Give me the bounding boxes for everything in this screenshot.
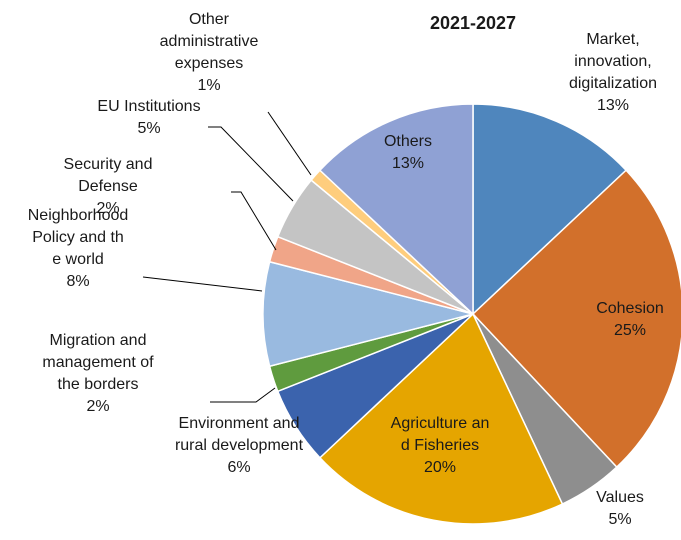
slice-label-line: Other: [189, 11, 230, 28]
slice-percent-migration-and-management-of-the-borders: 2%: [86, 398, 109, 415]
slice-label-migration-and-management-of-the-borders: Migration and management of the borders 2%: [42, 332, 154, 415]
slice-label-environment-and-rural-development: Environment and rural development 6%: [175, 415, 304, 476]
slice-label-line: Defense: [78, 178, 138, 195]
slice-label-line: Security and: [64, 156, 153, 173]
slice-percent-market-innovation-digitalization: 13%: [597, 97, 629, 114]
slice-percent-neighborhood-policy-and-the-world: 8%: [66, 273, 89, 290]
pie-slice-market-innovation-digitalization: [472, 103, 628, 316]
slice-label-line: management of: [42, 354, 154, 371]
slice-label-line: administrative: [160, 33, 259, 50]
slice-label-line: the borders: [58, 376, 139, 393]
slice-label-line: Neighborhood: [28, 207, 129, 224]
pie-slice-neighborhood-policy-and-the-world: [262, 260, 474, 368]
leader-line-migration-and-management-of-the-borders: [210, 387, 276, 403]
slice-label-line: Migration and: [50, 332, 147, 349]
slice-label-others: Others 13%: [384, 133, 432, 172]
leader-line-eu-institutions: [208, 126, 294, 202]
slice-label-line: innovation,: [574, 53, 651, 70]
slice-label-agriculture-and-fisheries: Agriculture an d Fisheries 20%: [391, 415, 490, 476]
slice-percent-eu-institutions: 5%: [137, 120, 160, 137]
leader-lines: [142, 111, 312, 403]
slice-percent-security-and-defense: 2%: [96, 200, 119, 217]
slice-label-line: e world: [52, 251, 104, 268]
slice-label-values: Values 5%: [596, 489, 644, 528]
slice-label-line: Cohesion: [596, 300, 664, 317]
chart-title: 2021-2027: [430, 13, 516, 33]
slice-label-security-and-defense: Security and Defense 2%: [64, 156, 153, 217]
slice-label-line: d Fisheries: [401, 437, 479, 454]
slice-percent-others: 13%: [392, 155, 424, 172]
leader-line-neighborhood-policy-and-the-world: [142, 276, 263, 292]
slice-label-line: Others: [384, 133, 432, 150]
slice-label-line: Environment and: [179, 415, 300, 432]
slice-label-cohesion: Cohesion 25%: [596, 300, 664, 339]
slice-label-neighborhood-policy-and-the-world: Neighborhood Policy and th e world 8%: [28, 207, 129, 290]
pie-slice-others: [318, 103, 474, 316]
slice-percent-values: 5%: [608, 511, 631, 528]
leader-line-security-and-defense: [231, 191, 277, 251]
slice-label-line: Values: [596, 489, 644, 506]
slice-label-line: expenses: [175, 55, 244, 72]
slice-label-line: digitalization: [569, 75, 657, 92]
slice-percent-agriculture-and-fisheries: 20%: [424, 459, 456, 476]
slice-label-line: Agriculture an: [391, 415, 490, 432]
slice-percent-cohesion: 25%: [614, 322, 646, 339]
slice-label-line: rural development: [175, 437, 304, 454]
leader-line-other-administrative-expenses: [267, 111, 312, 176]
pie-slice-cohesion: [471, 169, 681, 469]
slice-label-line: EU Institutions: [97, 98, 200, 115]
slice-label-market-innovation-digitalization: Market, innovation, digitalization 13%: [569, 31, 657, 114]
slice-label-line: Market,: [586, 31, 639, 48]
slice-label-other-administrative-expenses: Other administrative expenses 1%: [160, 11, 259, 94]
slice-label-eu-institutions: EU Institutions 5%: [97, 98, 200, 137]
pie-slices: [262, 103, 681, 525]
slice-percent-other-administrative-expenses: 1%: [197, 77, 220, 94]
slice-label-line: Policy and th: [32, 229, 124, 246]
slice-percent-environment-and-rural-development: 6%: [227, 459, 250, 476]
slice-labels: Market, innovation, digitalization 13% Cohes…: [28, 11, 664, 528]
pie-slice-agriculture-and-fisheries: [318, 312, 564, 525]
